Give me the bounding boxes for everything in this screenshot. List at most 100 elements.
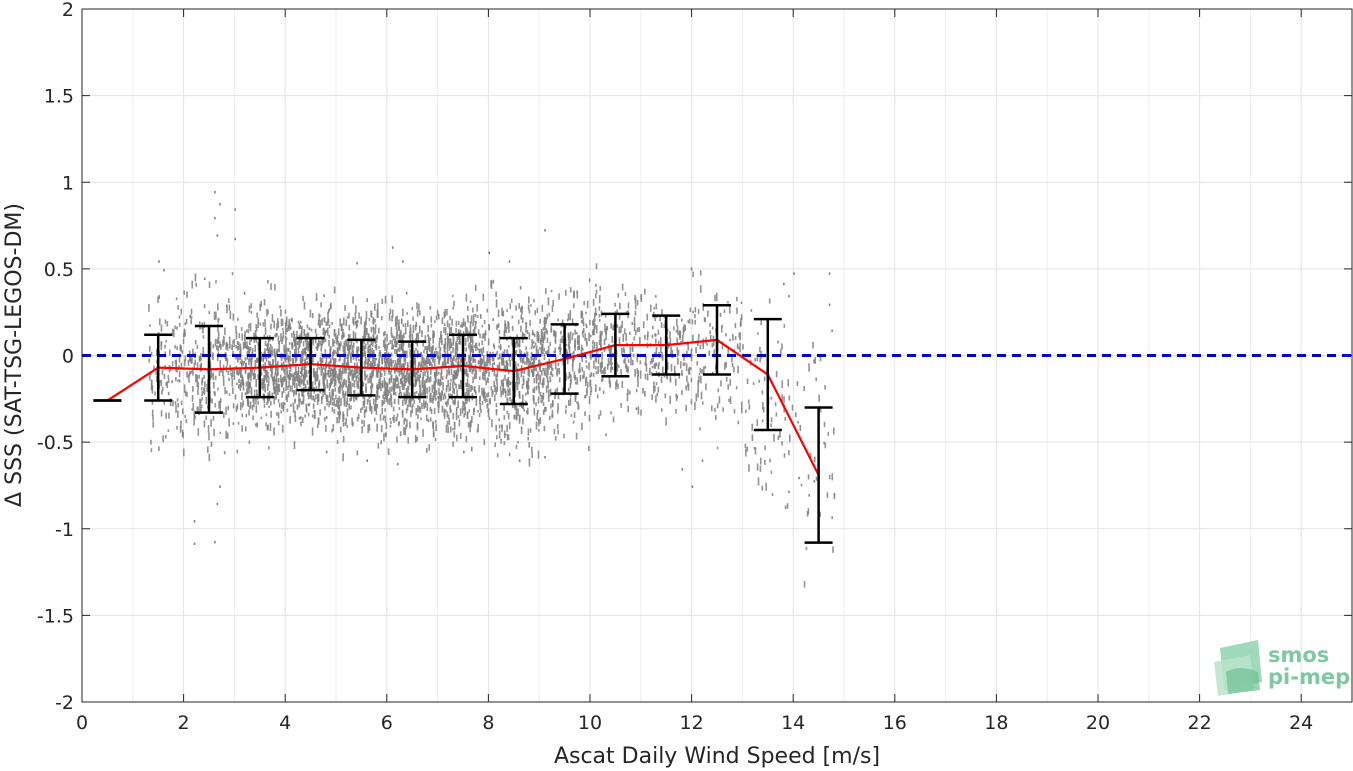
scatter-point — [426, 346, 429, 355]
scatter-point — [570, 374, 572, 383]
scatter-point — [597, 358, 600, 364]
scatter-point — [233, 338, 235, 347]
scatter-point — [410, 410, 412, 417]
scatter-point — [637, 379, 639, 388]
scatter-point — [418, 374, 421, 383]
scatter-point — [299, 379, 301, 388]
scatter-point — [721, 341, 724, 350]
scatter-point — [520, 371, 523, 378]
scatter-point — [573, 412, 576, 418]
scatter-point — [245, 381, 248, 387]
scatter-point — [259, 303, 261, 312]
scatter-point — [350, 405, 352, 410]
scatter-point — [434, 419, 437, 424]
scatter-point — [443, 344, 446, 348]
scatter-point — [552, 329, 555, 337]
scatter-point — [484, 361, 487, 366]
scatter-point — [398, 359, 401, 365]
scatter-point — [572, 332, 574, 336]
scatter-point — [507, 376, 510, 381]
scatter-point — [435, 424, 437, 432]
scatter-point — [453, 421, 456, 427]
scatter-point — [445, 384, 448, 391]
scatter-point — [771, 493, 774, 496]
scatter-point — [660, 376, 663, 383]
scatter-point — [400, 318, 403, 323]
scatter-point — [209, 397, 212, 403]
scatter-point — [526, 330, 529, 334]
scatter-point — [317, 417, 320, 425]
scatter-point — [218, 371, 221, 376]
scatter-point — [716, 403, 719, 409]
scatter-point — [418, 406, 421, 412]
scatter-point — [167, 375, 170, 378]
scatter-point — [184, 390, 187, 396]
scatter-point — [389, 417, 392, 421]
scatter-point — [244, 341, 246, 349]
scatter-point — [541, 395, 544, 403]
scatter-point — [340, 426, 342, 433]
scatter-point — [207, 425, 210, 433]
scatter-point — [691, 319, 694, 325]
scatter-point — [468, 355, 470, 363]
scatter-point — [598, 414, 600, 420]
scatter-point — [288, 380, 290, 388]
scatter-point — [352, 349, 354, 356]
scatter-point — [605, 433, 607, 436]
scatter-point — [402, 340, 405, 347]
scatter-point — [241, 425, 243, 432]
scatter-point — [388, 312, 391, 321]
scatter-point — [392, 406, 395, 412]
scatter-point — [299, 398, 301, 403]
scatter-point — [235, 325, 237, 334]
scatter-point — [374, 340, 377, 344]
scatter-point — [633, 323, 636, 331]
scatter-point — [189, 354, 192, 361]
error-bars — [93, 304, 833, 544]
scatter-point — [386, 389, 389, 397]
scatter-point — [287, 391, 290, 398]
scatter-point — [567, 376, 570, 380]
scatter-point — [390, 362, 393, 368]
scatter-point — [246, 341, 248, 349]
scatter-point — [367, 377, 369, 384]
scatter-point — [317, 343, 319, 348]
scatter-point — [284, 322, 287, 331]
scatter-point — [239, 369, 242, 373]
scatter-point — [307, 332, 310, 340]
scatter-point — [700, 375, 702, 384]
scatter-point — [331, 376, 334, 385]
scatter-point — [300, 421, 302, 427]
scatter-point — [343, 366, 346, 374]
scatter-point — [468, 409, 471, 413]
scatter-point — [621, 380, 624, 389]
scatter-point — [537, 371, 539, 376]
scatter-point — [525, 322, 528, 328]
scatter-point — [640, 409, 642, 416]
scatter-point — [465, 436, 468, 442]
scatter-point — [465, 382, 467, 387]
scatter-point — [481, 324, 484, 328]
scatter-point — [545, 328, 547, 334]
scatter-point — [177, 410, 179, 418]
scatter-point — [452, 387, 455, 392]
scatter-point — [679, 331, 681, 340]
scatter-point — [305, 369, 307, 373]
scatter-point — [733, 408, 736, 414]
scatter-point — [470, 446, 473, 452]
scatter-point — [161, 386, 164, 392]
scatter-point — [780, 348, 782, 355]
scatter-point — [610, 354, 613, 361]
scatter-point — [595, 358, 597, 363]
scatter-point — [184, 355, 187, 362]
logo-text-pi-mep: pi-mep — [1268, 665, 1350, 689]
scatter-point — [356, 261, 358, 265]
scatter-point — [314, 410, 316, 419]
scatter-point — [604, 323, 606, 332]
scatter-point — [653, 381, 655, 388]
scatter-point — [833, 427, 835, 435]
scatter-point — [366, 374, 369, 378]
scatter-point — [277, 321, 280, 329]
scatter-point — [364, 356, 367, 364]
scatter-point — [322, 338, 324, 344]
